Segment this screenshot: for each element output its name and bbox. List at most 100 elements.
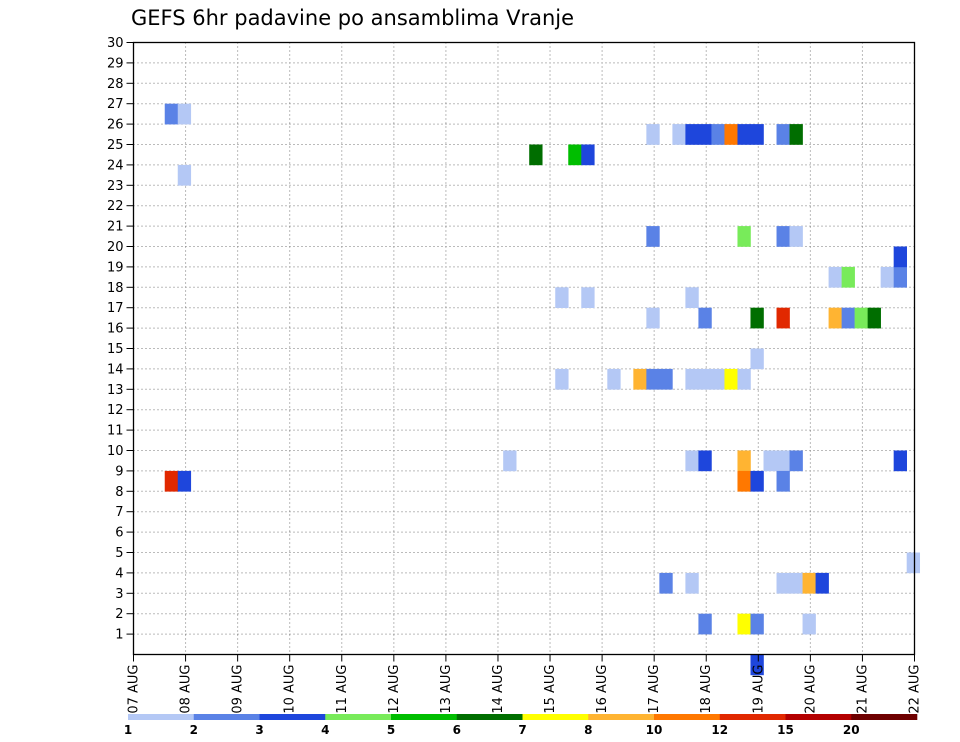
data-cell (177, 164, 192, 186)
data-cell (906, 552, 921, 574)
y-tick-label: 23 (107, 179, 124, 194)
x-tick-label: 07 AUG (127, 665, 142, 714)
data-cell (737, 368, 751, 390)
x-tick-label: 16 AUG (595, 665, 610, 714)
legend-swatch (325, 714, 392, 720)
data-cell (750, 613, 764, 635)
data-cell (177, 470, 192, 492)
data-cell (581, 144, 595, 166)
y-tick-label: 8 (115, 485, 123, 500)
y-tick-label: 5 (115, 546, 123, 561)
y-tick-label: 12 (107, 403, 124, 418)
legend-swatch (456, 714, 523, 720)
x-tick-label: 15 AUG (543, 665, 558, 714)
y-tick-label: 22 (107, 199, 124, 214)
x-tick-label: 12 AUG (387, 665, 402, 714)
data-cell (529, 144, 543, 166)
y-tick-label: 30 (107, 36, 124, 51)
legend-swatch (128, 714, 195, 720)
data-cell (177, 103, 192, 125)
x-tick-label: 21 AUG (855, 665, 870, 714)
y-tick-label: 20 (107, 240, 124, 255)
data-cell (698, 368, 712, 390)
x-tick-label: 18 AUG (699, 665, 714, 714)
data-cell (841, 307, 855, 329)
data-cell (776, 124, 790, 145)
y-tick-label: 6 (115, 526, 123, 541)
data-cell (646, 368, 660, 390)
legend-label: 4 (321, 723, 329, 737)
legend-swatch (391, 714, 458, 720)
y-tick-label: 21 (107, 220, 124, 235)
y-tick-label: 24 (107, 158, 124, 173)
y-tick-label: 3 (115, 587, 123, 602)
data-cell (737, 124, 751, 145)
data-cell (737, 450, 751, 472)
data-cell (776, 572, 790, 594)
data-cell (659, 368, 673, 390)
data-cell (789, 124, 803, 145)
data-cell (789, 572, 803, 594)
data-cell (737, 470, 751, 492)
data-cell (672, 124, 686, 145)
data-cell (646, 124, 660, 145)
data-cell (776, 307, 790, 329)
legend-swatch (785, 714, 852, 720)
data-cell (607, 368, 621, 390)
chart-title: GEFS 6hr padavine po ansamblima Vranje (131, 6, 574, 30)
data-cell (776, 226, 790, 247)
y-tick-label: 9 (115, 464, 123, 479)
data-cell (750, 348, 764, 370)
x-tick-label: 17 AUG (647, 665, 662, 714)
y-tick-label: 27 (107, 97, 124, 112)
y-tick-label: 2 (115, 607, 123, 622)
data-cell (750, 654, 764, 676)
data-cell (164, 103, 179, 125)
data-cell (685, 368, 699, 390)
data-cell (776, 450, 790, 472)
data-cell (737, 226, 751, 247)
y-axis: 1234567891011121314151617181920212223242… (107, 36, 134, 643)
legend-label: 6 (453, 723, 461, 737)
y-tick-label: 25 (107, 138, 124, 153)
legend-label: 20 (843, 723, 860, 737)
legend-swatch (654, 714, 721, 720)
x-tick-label: 08 AUG (179, 665, 194, 714)
legend: 1 2 3 4 5 6 7 8 10 12 15 20 (124, 714, 918, 737)
data-cell (698, 613, 712, 635)
y-tick-label: 7 (115, 505, 123, 520)
legend-label: 7 (518, 723, 526, 737)
y-tick-label: 26 (107, 118, 124, 133)
x-tick-label: 20 AUG (803, 665, 818, 714)
data-cell (685, 450, 699, 472)
data-cell (750, 307, 764, 329)
legend-label: 10 (646, 723, 663, 737)
data-cell (698, 124, 712, 145)
y-tick-label: 19 (107, 260, 124, 275)
legend-label: 1 (124, 723, 132, 737)
data-cell (724, 124, 738, 145)
y-tick-label: 16 (107, 322, 124, 337)
legend-label: 3 (255, 723, 263, 737)
data-cell (685, 287, 699, 308)
data-cell (633, 368, 647, 390)
y-tick-label: 29 (107, 56, 124, 71)
x-tick-label: 19 AUG (751, 665, 766, 714)
data-cell (828, 307, 842, 329)
data-cell (685, 124, 699, 145)
data-cell (880, 266, 894, 288)
y-tick-label: 1 (115, 628, 123, 643)
data-cell (659, 572, 673, 594)
legend-swatch (193, 714, 260, 720)
data-cell (828, 266, 842, 288)
legend-label: 5 (387, 723, 395, 737)
data-cell (555, 287, 569, 308)
y-tick-label: 11 (107, 424, 124, 439)
data-cell (724, 368, 738, 390)
y-tick-label: 17 (107, 301, 124, 316)
data-cell (555, 368, 569, 390)
data-cell (789, 226, 803, 247)
data-cell (815, 572, 829, 594)
data-cell (646, 307, 660, 329)
y-tick-label: 14 (107, 362, 124, 377)
